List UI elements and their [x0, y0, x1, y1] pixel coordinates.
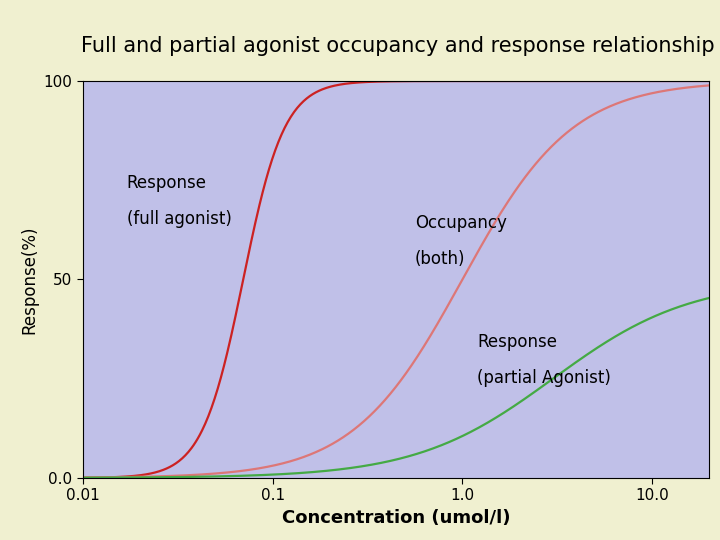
- Text: Response: Response: [477, 333, 557, 351]
- Text: Response: Response: [127, 174, 207, 192]
- Y-axis label: Response(%): Response(%): [20, 225, 38, 334]
- Text: (full agonist): (full agonist): [127, 210, 232, 228]
- Text: (both): (both): [415, 249, 465, 267]
- Text: Full and partial agonist occupancy and response relationship: Full and partial agonist occupancy and r…: [81, 36, 714, 56]
- X-axis label: Concentration (umol/l): Concentration (umol/l): [282, 509, 510, 527]
- Text: Occupancy: Occupancy: [415, 214, 507, 232]
- Text: (partial Agonist): (partial Agonist): [477, 369, 611, 387]
